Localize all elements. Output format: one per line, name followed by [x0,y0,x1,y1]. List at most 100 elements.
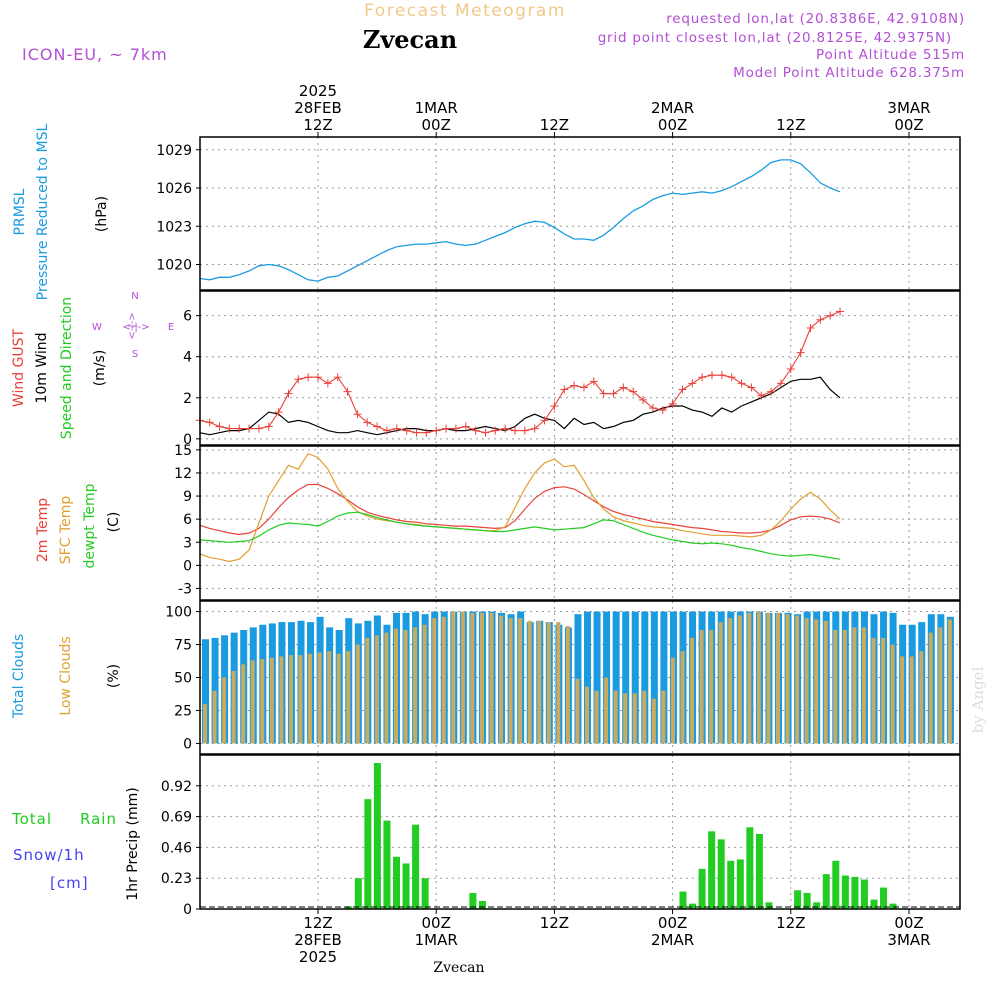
wind-gust-point [451,424,460,433]
temp-sfc-label: SFC Temp [58,496,74,565]
total-clouds-label: Total Clouds [11,634,27,719]
wind-gust-point [530,424,539,433]
pressure-unit: (hPa) [94,196,110,232]
wind-gust-point [314,373,322,382]
compass-legend: N <-|-> S W <-|-> E [92,291,174,360]
low-cloud-bar [451,611,456,744]
wind-gust-point [826,311,835,320]
model-label: ICON-EU, ~ 7km [22,45,168,64]
y-tick-label: 2 [183,391,192,407]
rain-bar [412,824,420,909]
low-cloud-bar [537,620,542,744]
wind-gust-point [501,424,510,433]
wind-gust-point [757,391,766,400]
wind-gust-point [461,422,470,431]
wind-gust-point [796,348,805,357]
wind-gust-point [727,373,736,382]
wind-gust-point [737,379,746,388]
low-cloud-bar [909,656,914,744]
top-time-label: 12Z [776,116,805,134]
wind-gust-point [422,428,431,437]
wind-gust-point [609,389,618,398]
wind-gust-point [353,410,362,419]
wind-10m-label: 10m Wind [34,332,50,403]
rain-bar [889,903,897,909]
y-tick-label: 0 [183,736,192,752]
wind-gust-label: Wind GUST [11,328,27,407]
rain-bar [727,860,735,909]
model-altitude: Model Point Altitude 628.375m [733,65,965,81]
sfc-temp-line [199,452,841,563]
low-cloud-bar [728,618,733,744]
pressure-side-label: PRMSL Pressure Reduced to MSL (hPa) [12,123,110,300]
low-cloud-bar [298,655,303,744]
wind-gust-point [412,428,421,437]
low-cloud-bar [795,615,800,744]
low-cloud-bar [737,615,742,744]
low-cloud-bar [709,630,714,744]
wind-gust-point [806,323,815,332]
wind-gust-point [343,387,352,396]
wind-gust-point [776,379,785,388]
rain-bar [469,892,477,909]
wind-gust-point [688,379,697,388]
total-cloud-bar [631,611,639,744]
low-cloud-bar [632,693,637,744]
compass-south: S [132,349,138,360]
low-cloud-bar [938,627,943,744]
cloud-side-label: Total Clouds Low Clouds (%) [11,634,122,719]
grid-layer [200,137,960,909]
y-tick-label: -3 [178,581,192,597]
y-tick-label: 1020 [156,258,192,274]
low-cloud-bar [556,622,561,744]
low-cloud-bar [585,686,589,744]
y-tick-label: 0.92 [161,779,192,795]
point-altitude: Point Altitude 515m [816,47,965,63]
precip-rain-label: Rain [80,810,117,828]
low-cloud-bar [814,619,819,744]
cloud-unit: (%) [106,664,122,688]
low-cloud-bar [546,622,551,744]
rain-bar [794,890,802,909]
top-time-label: 12Z [540,116,569,134]
top-time-label: 2MAR [651,99,694,117]
rain-bar [832,860,840,909]
compass-north: N [131,291,138,302]
low-cloud-bar [374,635,379,744]
low-cloud-bar [527,620,532,744]
low-cloud-bar [403,630,408,744]
wind-gust-point [323,379,332,388]
compass-east: E [168,322,174,333]
dewpoint-line [199,511,841,560]
y-tick-label: 0.23 [161,871,192,887]
wind-gust-point [373,422,382,431]
wind-dir-label: Speed and Direction [59,297,75,439]
total-cloud-bar [660,611,668,744]
low-cloud-bar [833,630,838,744]
rain-bar [373,763,381,909]
rain-bar [345,906,353,909]
precip-snow-label: Snow/1h [13,846,85,864]
top-time-label: 28FEB [294,99,341,117]
location-title: Zvecan [363,25,457,54]
rain-bar [841,875,849,909]
wind-gust-point [747,383,756,392]
low-cloud-bar [355,644,360,744]
y-tick-label: 1029 [156,143,192,159]
rain-bar [870,899,878,909]
rain-bar [765,902,773,909]
low-cloud-bar [279,656,284,744]
y-tick-label: 75 [174,638,192,654]
y-tick-label: 6 [183,512,192,528]
total-cloud-bar [622,611,630,744]
total-cloud-bar [641,611,649,744]
pressure-line [199,159,841,282]
y-tick-label: 0 [183,558,192,574]
y-tick-label: 100 [165,605,192,621]
y-tick-label: 12 [174,466,192,482]
low-cloud-bar [250,660,255,744]
bottom-time-label: 1MAR [415,931,458,949]
y-tick-label: 0.69 [161,810,192,826]
wind-gust-point [698,373,707,382]
low-cloud-bar [441,616,446,744]
